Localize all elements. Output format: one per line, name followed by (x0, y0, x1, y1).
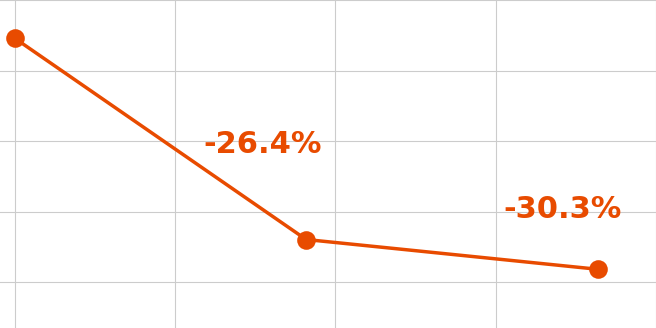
Point (9, 35, 20, 41)
Point (301, 237, 312, 242)
Text: -26.4%: -26.4% (203, 131, 321, 159)
Text: -30.3%: -30.3% (504, 195, 622, 224)
Point (592, 267, 603, 272)
